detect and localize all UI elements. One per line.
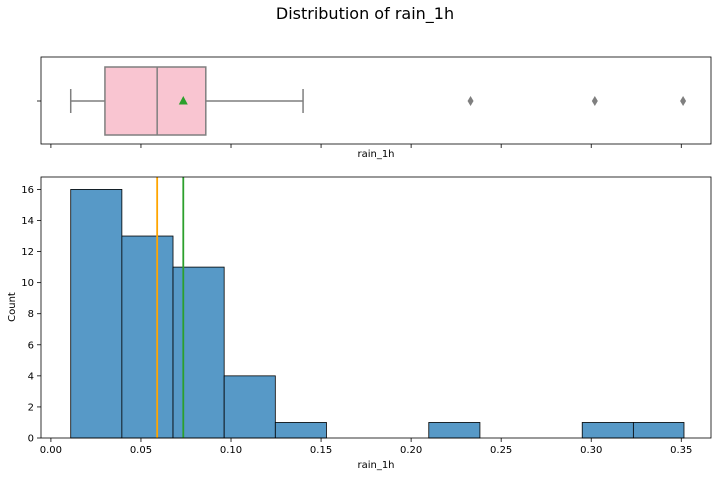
x-tick-label: 0.15 <box>310 445 332 456</box>
histogram-bar <box>223 375 276 439</box>
histogram-x-axis-label: rain_1h <box>357 460 394 471</box>
outlier-point <box>467 96 474 106</box>
histogram-bar <box>274 422 327 439</box>
chart-title: Distribution of rain_1h <box>276 4 454 24</box>
y-tick-label: 2 <box>28 402 34 413</box>
histogram-bar <box>428 422 481 439</box>
boxplot-x-axis-label: rain_1h <box>357 149 394 160</box>
x-tick-label: 0.00 <box>40 445 62 456</box>
histogram-bar <box>70 189 123 439</box>
outlier-point <box>680 96 687 106</box>
x-tick-label: 0.05 <box>130 445 152 456</box>
histogram-y-ticks: 0 2 4 6 8 10 12 14 16 <box>21 185 41 445</box>
y-tick-label: 0 <box>28 434 34 445</box>
boxplot-panel: rain_1h <box>37 56 712 160</box>
boxplot-marks <box>69 66 687 136</box>
histogram-bar <box>632 422 685 439</box>
boxplot-x-ticks <box>50 144 682 148</box>
x-tick-label: 0.35 <box>670 445 692 456</box>
histogram-x-ticks: 0.00 0.05 0.10 0.15 0.20 0.25 0.30 0.35 <box>40 438 692 456</box>
y-tick-label: 6 <box>28 340 34 351</box>
x-tick-label: 0.25 <box>490 445 512 456</box>
y-tick-label: 8 <box>28 309 34 320</box>
x-tick-label: 0.20 <box>400 445 422 456</box>
x-tick-label: 0.10 <box>220 445 242 456</box>
histogram-panel: 0.00 0.05 0.10 0.15 0.20 0.25 0.30 0.35 0 2 4 6 8 10… <box>7 176 712 471</box>
y-tick-label: 10 <box>21 278 34 289</box>
y-tick-label: 12 <box>21 247 34 258</box>
histogram-bar <box>172 266 225 439</box>
y-tick-label: 4 <box>28 371 34 382</box>
histogram-bar <box>121 235 174 439</box>
histogram-reference-lines <box>156 177 185 438</box>
mean-marker <box>178 96 188 105</box>
histogram-bar <box>581 422 634 439</box>
y-tick-label: 16 <box>21 185 34 196</box>
histogram-bars <box>70 189 685 439</box>
histogram-axes-frame <box>40 176 712 439</box>
y-tick-label: 14 <box>21 216 34 227</box>
iqr-box <box>104 66 207 136</box>
histogram-y-axis-label: Count <box>7 292 18 322</box>
boxplot-axes-frame <box>40 56 712 145</box>
outlier-point <box>591 96 598 106</box>
x-tick-label: 0.30 <box>580 445 602 456</box>
